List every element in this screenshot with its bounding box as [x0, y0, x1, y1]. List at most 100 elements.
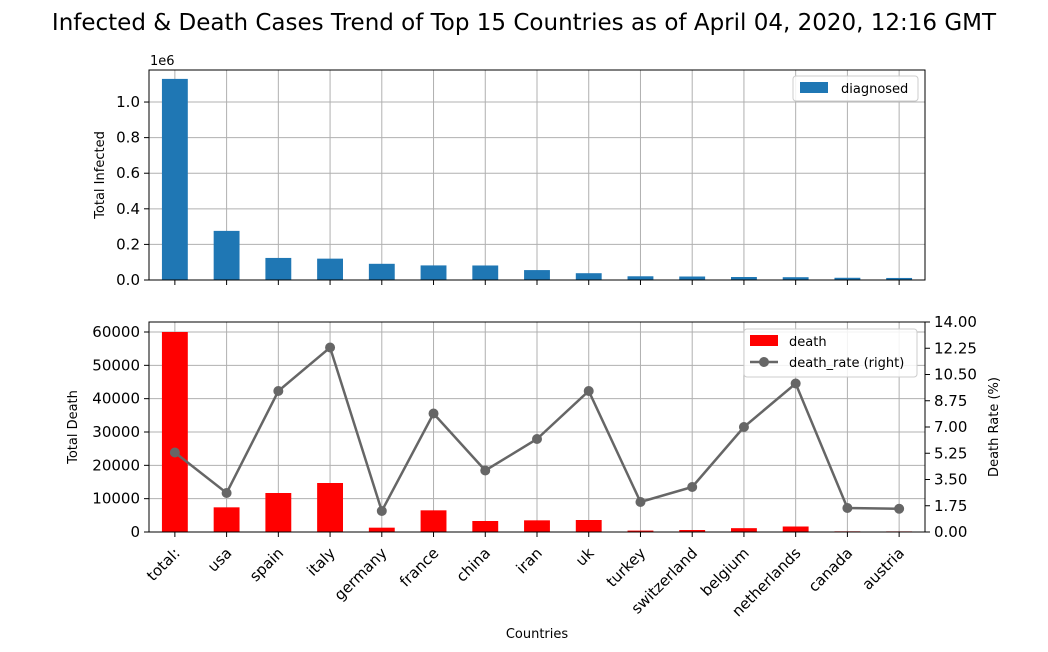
chart-title: Infected & Death Cases Trend of Top 15 C…	[52, 10, 997, 36]
y2-tick-label: 8.75	[934, 392, 967, 410]
y-tick-label: 20000	[92, 456, 140, 474]
death-rate-point-switzerland	[687, 482, 698, 492]
x-tick-label-iran: iran	[513, 544, 546, 577]
death-rate-point-italy	[325, 342, 336, 353]
legend-swatch-death	[750, 335, 778, 346]
bar-death-france	[420, 510, 447, 532]
bar-diagnosed-switzerland	[679, 276, 706, 280]
bar-death-turkey	[627, 530, 654, 532]
y2-tick-label: 12.25	[934, 339, 977, 357]
bottom-panel: 0 10000 20000 30000 40000 50000 60000 0.00 1.75…	[66, 313, 1002, 642]
bar-death-netherlands	[782, 526, 809, 532]
death-rate-line	[169, 342, 905, 516]
bottom-y-axis-label: Total Death	[66, 390, 81, 465]
death-rate-point-total	[169, 447, 180, 458]
bottom-legend: death death_rate (right)	[743, 328, 918, 378]
bar-diagnosed-usa	[213, 230, 240, 280]
death-rate-point-belgium	[738, 422, 749, 432]
y-tick-label: 0	[130, 523, 140, 541]
top-grid	[149, 70, 925, 281]
bottom-y2-ticks: 0.00 1.75 3.50 5.25 7.00 8.75 10.50 12.25 14.00	[925, 313, 977, 541]
bar-diagnosed-total	[161, 78, 188, 280]
y2-tick-label: 5.25	[934, 444, 967, 462]
y2-tick-label: 10.50	[934, 366, 977, 384]
bar-diagnosed-austria	[886, 277, 913, 280]
x-tick-label-germany: germany	[331, 544, 391, 604]
bar-death-germany	[368, 527, 395, 532]
death-rate-point-canada	[842, 503, 853, 513]
y-tick-label: 50000	[92, 356, 140, 374]
y2-tick-label: 7.00	[934, 418, 967, 436]
y-tick-label: 30000	[92, 423, 140, 441]
bar-death-belgium	[731, 528, 757, 532]
bar-death-usa	[213, 507, 240, 532]
bar-death-switzerland	[679, 530, 706, 532]
x-tick-label-canada: canada	[805, 544, 857, 596]
death-rate-point-spain	[273, 386, 284, 396]
x-tick-label-turkey: turkey	[603, 544, 650, 591]
bar-diagnosed-china	[472, 265, 499, 280]
bar-diagnosed-france	[420, 265, 447, 280]
bar-diagnosed-canada	[834, 277, 861, 280]
y-tick-label: 0.6	[116, 164, 140, 182]
y-tick-label: 0.4	[116, 200, 140, 218]
bar-diagnosed-uk	[575, 273, 602, 280]
death-rate-point-austria	[894, 503, 905, 514]
legend-label-death-rate: death_rate (right)	[789, 356, 904, 371]
top-y-ticks: 0.0 0.2 0.4 0.6 0.8 1.0	[116, 93, 149, 289]
death-rate-point-iran	[532, 434, 542, 444]
bar-death-iran	[524, 520, 550, 532]
x-tick-label-total: total:	[143, 544, 184, 585]
bar-death-total	[161, 332, 188, 532]
bar-death-china	[472, 521, 499, 532]
death-rate-point-france	[428, 408, 439, 419]
y2-tick-label: 14.00	[934, 313, 977, 331]
legend-marker-death-rate	[759, 357, 769, 367]
y-tick-label: 0.0	[116, 271, 140, 289]
y2-tick-label: 0.00	[934, 523, 967, 541]
bottom-legend-box	[743, 328, 918, 378]
death-rate-point-uk	[583, 386, 594, 396]
y-tick-label: 60000	[92, 323, 140, 341]
top-y-axis-label: Total Infected	[93, 131, 108, 220]
bottom-y-ticks: 0 10000 20000 30000 40000 50000 60000	[92, 323, 149, 541]
top-panel: 0.0 0.2 0.4 0.6 0.8 1.0 1e6 Total Infected di…	[93, 54, 926, 289]
bottom-y2-axis-label: Death Rate (%)	[987, 377, 1002, 477]
y-tick-label: 10000	[92, 490, 140, 508]
bar-death-italy	[317, 483, 343, 532]
bar-diagnosed-spain	[265, 257, 292, 280]
bar-diagnosed-turkey	[627, 276, 654, 280]
y2-tick-label: 3.50	[934, 471, 967, 489]
bar-death-uk	[575, 520, 602, 532]
death-rate-point-usa	[221, 488, 232, 498]
death-rate-point-netherlands	[790, 378, 801, 389]
top-legend: diagnosed	[792, 75, 919, 102]
x-axis-label: Countries	[506, 627, 569, 642]
legend-swatch-diagnosed	[800, 82, 828, 93]
y-tick-label: 0.8	[116, 129, 140, 147]
x-tick-label-spain: spain	[246, 544, 287, 585]
bar-diagnosed-netherlands	[782, 277, 809, 280]
x-tick-label-china: china	[453, 544, 494, 585]
top-bars	[161, 78, 913, 280]
bar-death-spain	[265, 493, 292, 532]
x-tick-label-italy: italy	[303, 544, 339, 580]
bar-diagnosed-belgium	[731, 277, 757, 280]
death-rate-point-china	[480, 465, 491, 476]
top-x-ticks	[174, 280, 900, 285]
x-tick-label-usa: usa	[204, 544, 235, 575]
x-tick-label-austria: austria	[859, 544, 908, 593]
y-tick-label: 0.2	[116, 235, 140, 253]
bar-diagnosed-germany	[368, 263, 395, 280]
legend-label-diagnosed: diagnosed	[841, 82, 908, 97]
y-tick-label: 40000	[92, 390, 140, 408]
legend-label-death: death	[789, 335, 827, 350]
bar-diagnosed-iran	[524, 270, 550, 280]
x-tick-label-uk: uk	[572, 544, 598, 570]
top-offset-label: 1e6	[150, 54, 175, 69]
x-tick-label-france: france	[396, 544, 442, 590]
death-rate-point-turkey	[635, 497, 646, 507]
death-rate-point-germany	[376, 506, 387, 516]
